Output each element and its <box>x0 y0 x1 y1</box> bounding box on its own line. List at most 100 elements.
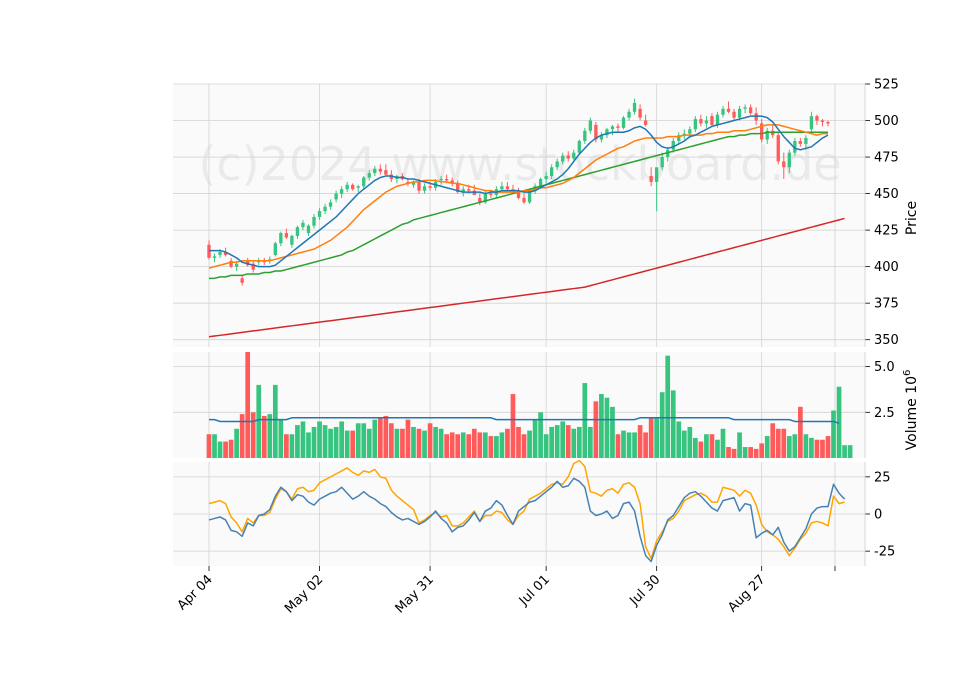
volume-bar <box>261 415 267 458</box>
volume-bar <box>665 355 671 458</box>
candle-body <box>428 186 432 188</box>
volume-ytick-label: 2.5 <box>874 406 895 421</box>
candle-body <box>671 140 675 150</box>
oscillator-line-b <box>208 477 846 563</box>
volume-bar <box>449 432 455 458</box>
candle-body <box>699 119 703 124</box>
candle-body <box>555 161 559 168</box>
volume-bar <box>284 434 289 458</box>
volume-bar <box>300 421 306 458</box>
volume-bar <box>781 428 787 458</box>
candle-body <box>588 120 593 131</box>
volume-bar <box>820 439 825 458</box>
volume-bar <box>582 383 588 458</box>
volume-bar <box>693 437 698 458</box>
candle-body <box>516 190 521 198</box>
volume-bar <box>775 428 781 458</box>
price-ytick-label: 375 <box>874 297 899 312</box>
volume-bar <box>256 384 262 458</box>
candle-body <box>367 173 371 178</box>
price-ytick-label: 425 <box>874 224 899 239</box>
candle-body <box>688 129 692 134</box>
candle-body <box>638 108 642 118</box>
watermark: (c)2024 www.stockboard.de <box>198 137 841 191</box>
candle-body <box>787 152 791 168</box>
candle-body <box>610 126 615 130</box>
candle-body <box>500 186 504 190</box>
volume-axis-exponent: 6 <box>902 370 913 376</box>
volume-bar <box>427 423 433 458</box>
candle-body <box>356 186 360 188</box>
candle-body <box>328 202 333 207</box>
volume-bar <box>847 445 853 458</box>
volume-bar <box>571 428 577 458</box>
volume-bar <box>632 432 637 458</box>
volume-bar <box>239 414 245 458</box>
candle-body <box>715 114 720 125</box>
volume-bar <box>670 390 676 458</box>
volume-bar <box>698 441 704 458</box>
candle-body <box>334 193 338 200</box>
candle-body <box>566 155 570 159</box>
volume-bar <box>217 441 223 458</box>
candle-body <box>522 197 526 203</box>
volume-bar <box>726 447 731 458</box>
volume-bar <box>289 434 295 458</box>
volume-bar <box>715 439 720 458</box>
candle-body <box>632 102 637 112</box>
candle-body <box>782 161 786 168</box>
volume-bar <box>764 436 770 458</box>
volume-bar <box>250 412 256 458</box>
candle-body <box>273 243 277 255</box>
volume-bar <box>593 401 599 458</box>
candle-body <box>422 186 427 191</box>
candle-body <box>804 138 808 144</box>
candle-body <box>643 120 648 125</box>
candle-body <box>417 181 421 191</box>
candle-body <box>732 111 736 118</box>
volume-bar <box>433 426 438 458</box>
osc-ytick-label: 25 <box>874 470 891 485</box>
candle-body <box>240 278 244 283</box>
candle-body <box>561 155 565 162</box>
volume-bar <box>753 448 759 458</box>
candle-body <box>439 178 443 181</box>
volume-bar <box>676 421 682 458</box>
candle-body <box>710 116 714 125</box>
volume-bar <box>455 434 461 458</box>
candle-body <box>748 107 753 114</box>
candle-body <box>599 135 604 140</box>
volume-bar <box>383 415 389 458</box>
volume-bar <box>394 428 400 458</box>
price-ytick-label: 500 <box>874 114 899 129</box>
candle-body <box>809 116 814 130</box>
volume-bar <box>637 425 643 458</box>
volume-bar <box>505 428 510 458</box>
volume-bar <box>809 437 814 458</box>
candle-body <box>489 193 493 196</box>
volume-bar <box>560 421 566 458</box>
volume-bar <box>770 423 776 458</box>
volume-bar <box>704 434 709 458</box>
candle-body <box>793 140 797 153</box>
volume-bar <box>471 428 477 458</box>
volume-bar <box>803 434 809 458</box>
volume-ytick-label: 5.0 <box>874 360 895 375</box>
candle-body <box>726 108 731 112</box>
price-ytick-label: 525 <box>874 78 899 93</box>
candle-body <box>765 130 769 140</box>
candle-body <box>798 140 803 144</box>
volume-bar <box>626 432 632 458</box>
volume-bar <box>245 352 251 458</box>
volume-axis-label-text: Volume 10 <box>904 376 920 450</box>
volume-bar <box>759 443 765 458</box>
osc-ytick-label: -25 <box>874 545 895 560</box>
volume-bar <box>842 445 847 458</box>
candle-body <box>223 252 228 255</box>
volume-bar <box>438 428 444 458</box>
volume-bar <box>317 421 322 458</box>
volume-bar <box>731 448 737 458</box>
sma-mid-line <box>208 124 828 269</box>
volume-bar <box>477 432 483 458</box>
